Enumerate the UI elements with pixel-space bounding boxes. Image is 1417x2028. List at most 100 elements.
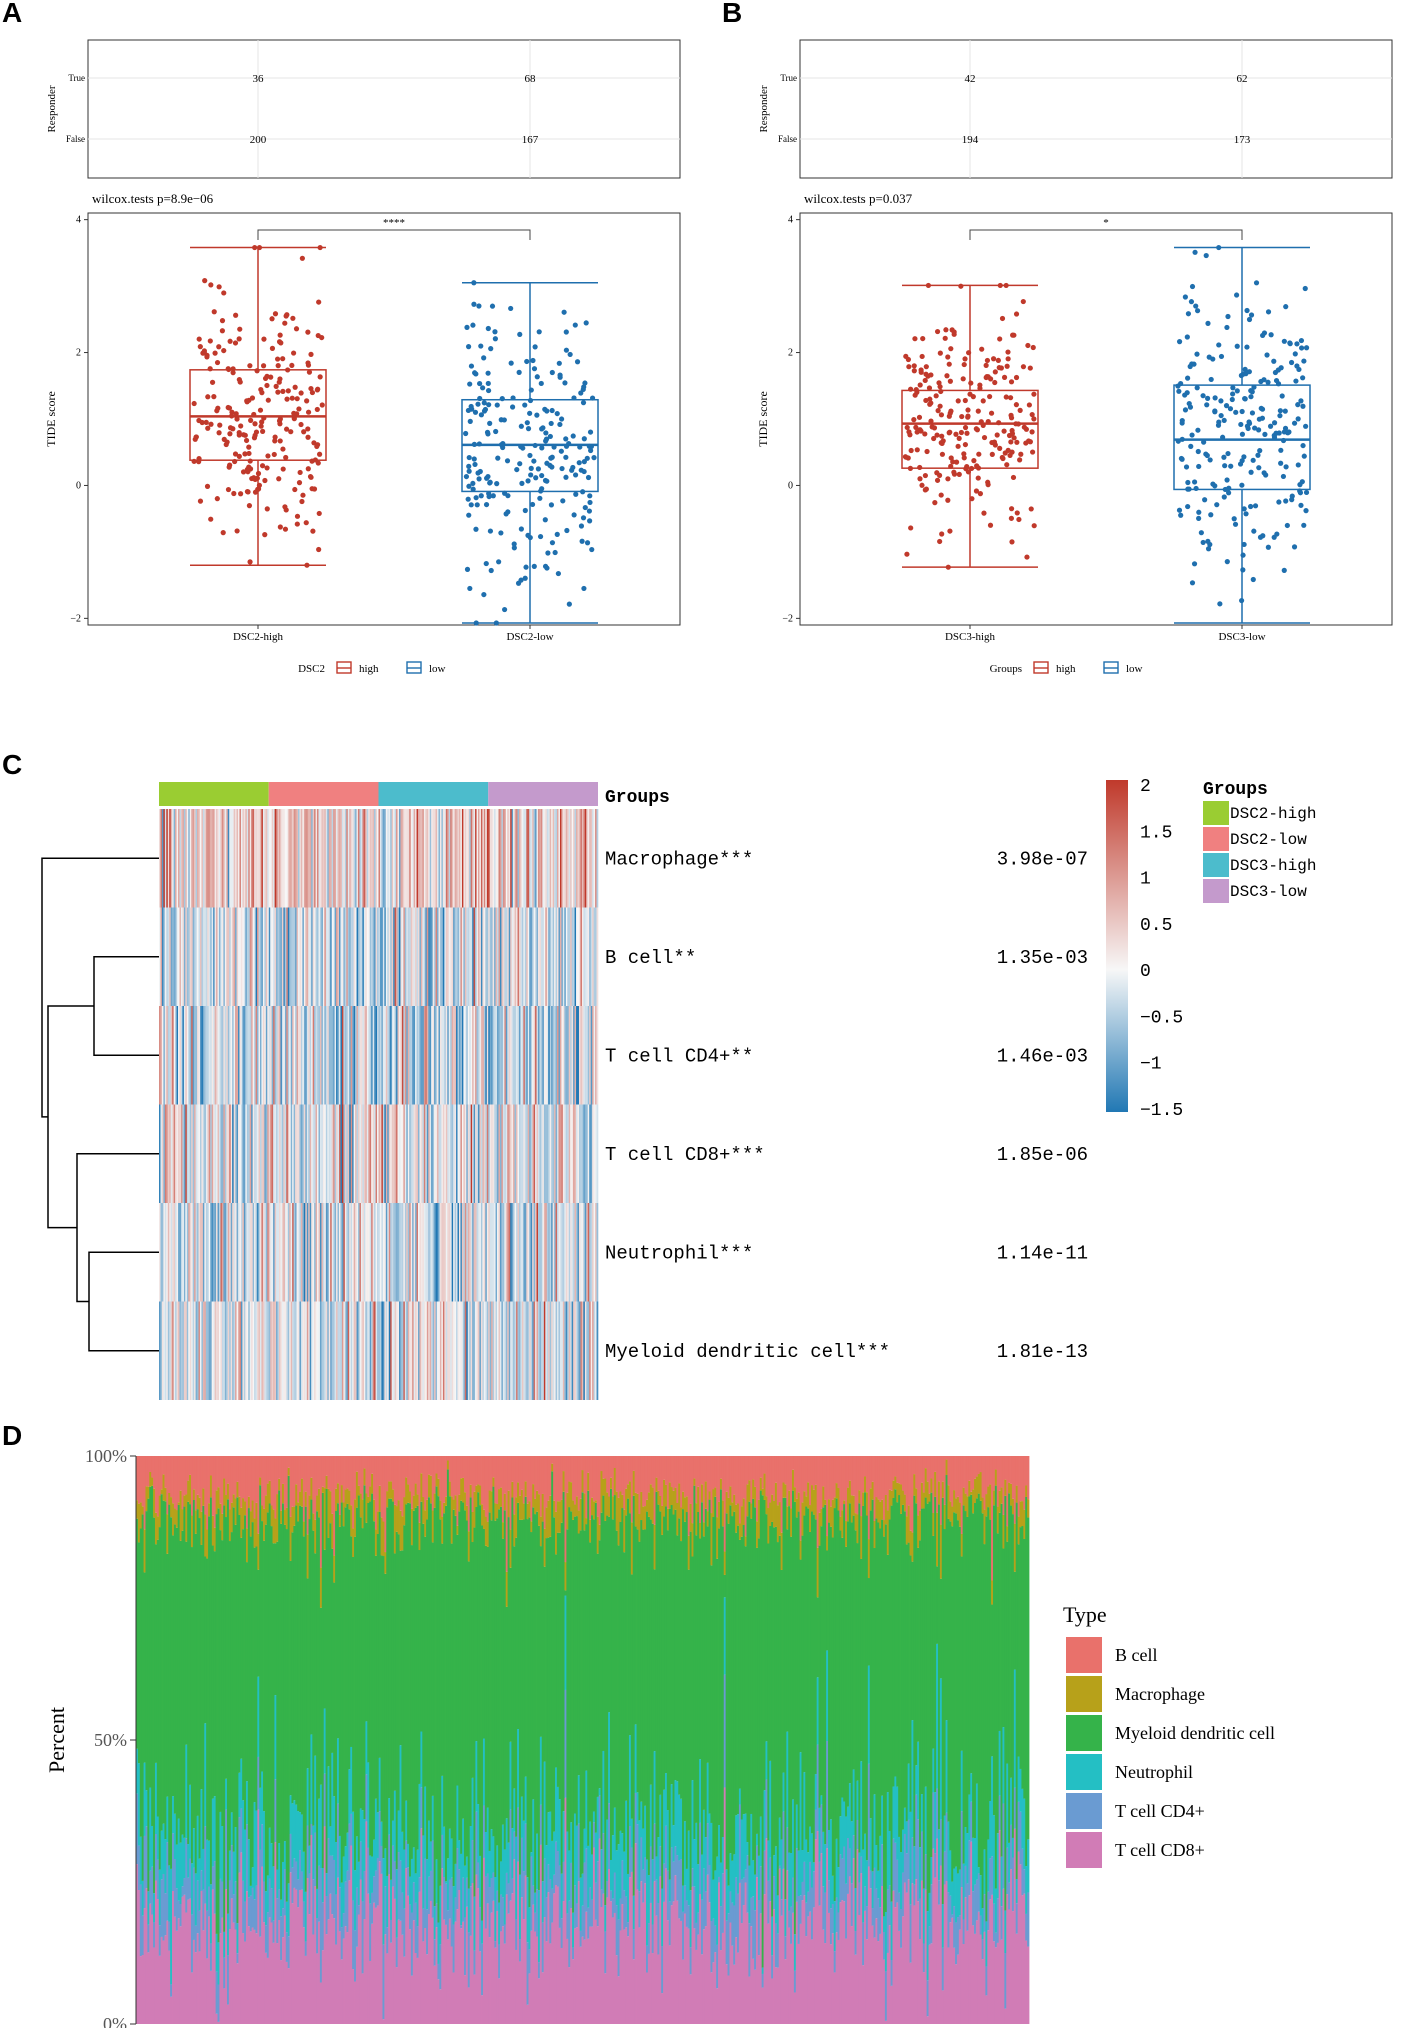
data-point	[275, 389, 281, 395]
stacked-bar-segment	[424, 1456, 427, 1511]
stacked-bar-segment	[678, 1518, 681, 1795]
stacked-bar-segment	[534, 1498, 537, 1515]
stacked-bar-segment	[348, 1823, 351, 1881]
heatmap-cell	[194, 809, 196, 908]
heatmap-cell	[393, 1301, 395, 1400]
stacked-bar-segment	[289, 1516, 292, 1561]
stacked-bar-segment	[439, 1885, 442, 1945]
data-point	[202, 278, 208, 284]
heatmap-cell	[161, 1006, 164, 1105]
stacked-bar-segment	[585, 1848, 588, 1912]
heatmap-cell	[167, 1203, 170, 1302]
data-point	[1189, 283, 1196, 290]
heatmap-cell	[261, 1006, 264, 1105]
stacked-bar-segment	[528, 1456, 531, 1502]
data-point	[581, 585, 587, 592]
data-point	[248, 417, 254, 423]
heatmap-cell	[438, 1104, 441, 1203]
stacked-bar-segment	[374, 1555, 378, 1799]
stacked-bar-segment	[731, 1456, 734, 1503]
data-point	[549, 407, 555, 414]
heatmap-cell	[429, 1203, 432, 1302]
data-point	[1284, 522, 1290, 529]
heatmap-cell	[197, 1203, 199, 1302]
stacked-bar-segment	[663, 1456, 666, 1480]
data-point	[948, 346, 954, 352]
data-point	[1244, 344, 1250, 350]
heatmap-cell	[333, 907, 335, 1006]
stacked-bar-segment	[247, 1496, 251, 1509]
heatmap-cell	[577, 907, 580, 1006]
heatmap-cell	[501, 1301, 504, 1400]
stacked-bar-segment	[719, 1489, 723, 1863]
heatmap-cell	[299, 1301, 302, 1400]
heatmap-cell	[287, 907, 290, 1006]
heatmap-cell	[448, 1006, 451, 1105]
heatmap-cell	[330, 1006, 332, 1105]
heatmap-cell	[576, 1104, 578, 1203]
heatmap-cell	[362, 907, 365, 1006]
heatmap-cell	[404, 907, 407, 1006]
data-point	[911, 417, 917, 423]
data-point	[465, 407, 472, 414]
stacked-bar-segment	[492, 1900, 495, 2024]
stacked-bar-segment	[405, 1456, 408, 1478]
data-point	[252, 421, 258, 427]
stacked-bar-segment	[386, 1491, 389, 1508]
stacked-bar-segment	[143, 1762, 146, 1836]
stacked-bar-segment	[759, 1477, 763, 1491]
data-point	[1259, 406, 1266, 412]
heatmap-cell	[286, 1104, 289, 1203]
heatmap-cell	[208, 1301, 211, 1400]
stacked-bar-segment	[355, 1887, 359, 1947]
stacked-bar-segment	[158, 1456, 162, 1496]
heatmap-cell	[257, 1301, 259, 1400]
stacked-bar-segment	[388, 1798, 391, 1835]
stacked-bar-segment	[484, 1832, 488, 1877]
heatmap-cell	[324, 1104, 327, 1203]
stacked-bar-segment	[300, 1871, 304, 1890]
stacked-bar-segment	[198, 1910, 201, 1952]
stacked-bar-segment	[450, 1946, 454, 2024]
data-point	[556, 360, 562, 366]
stacked-bar-segment	[511, 1878, 514, 1894]
heatmap-cell	[369, 1104, 372, 1203]
stacked-bar-segment	[450, 1877, 454, 1947]
stacked-bar-segment	[469, 1497, 472, 1827]
stacked-bar-segment	[238, 1817, 241, 1873]
heatmap-cell	[242, 1104, 245, 1203]
stacked-bar-segment	[615, 1456, 618, 1492]
stacked-bar-segment	[306, 1825, 309, 1878]
heatmap-p-value: 1.46e-03	[997, 1045, 1088, 1067]
stacked-bar-segment	[302, 1901, 306, 1928]
data-point	[1265, 309, 1272, 315]
heatmap-cell	[578, 1006, 581, 1105]
data-point	[212, 350, 218, 356]
heatmap-cell	[587, 1104, 590, 1203]
heatmap-cell	[401, 809, 404, 908]
stacked-bar-segment	[733, 1494, 736, 1512]
stacked-bar-segment	[302, 1927, 306, 2024]
stacked-bar-segment	[719, 1950, 723, 2024]
stacked-bar-segment	[697, 1511, 700, 1865]
responder-row-label: True	[780, 73, 797, 83]
heatmap-cell	[378, 907, 381, 1006]
stacked-bar-segment	[710, 1972, 713, 2024]
stacked-bar-segment	[209, 1970, 213, 2024]
heatmap-cell	[286, 809, 289, 908]
stacked-bar-segment	[446, 1910, 450, 1940]
stacked-bar-segment	[219, 1456, 222, 1504]
stacked-bar-segment	[450, 1543, 454, 1839]
heatmap-cell	[495, 809, 498, 908]
heatmap-cell	[338, 907, 341, 1006]
heatmap-cell	[322, 809, 325, 908]
stacked-bar-segment	[505, 1606, 509, 1819]
stacked-bar-segment	[371, 1856, 374, 1893]
heatmap-cell	[366, 907, 369, 1006]
stacked-bar-segment	[310, 1499, 313, 1735]
heatmap-cell	[183, 1104, 186, 1203]
heatmap-cell	[396, 1006, 398, 1105]
heatmap-cell	[580, 1006, 583, 1105]
stacked-bar-segment	[553, 1874, 556, 1894]
stacked-bar-segment	[293, 1525, 296, 1801]
